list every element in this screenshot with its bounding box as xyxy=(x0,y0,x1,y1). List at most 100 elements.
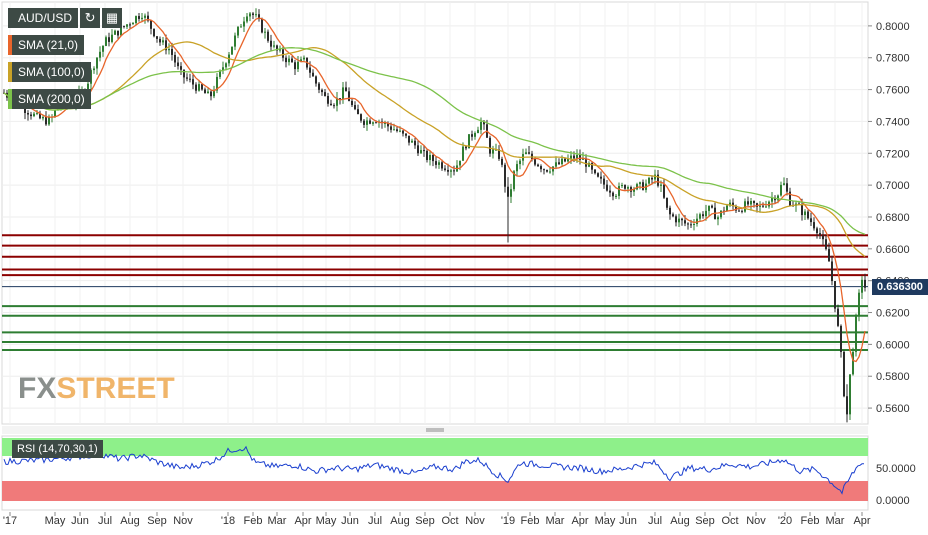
candle-body xyxy=(435,161,437,165)
candle-body xyxy=(399,130,401,132)
candle-body xyxy=(423,150,425,152)
candle-body xyxy=(702,214,704,217)
candle-body xyxy=(267,31,269,41)
candle-body xyxy=(105,37,107,46)
candle-body xyxy=(561,158,563,165)
candle-body xyxy=(828,249,830,262)
logo-fx: FX xyxy=(18,372,57,405)
candle-body xyxy=(567,158,569,162)
candle-body xyxy=(117,30,119,36)
sma100-label: SMA (100,0) xyxy=(12,62,91,82)
candle-body xyxy=(807,211,809,219)
candle-body xyxy=(339,98,341,100)
candle-body xyxy=(747,201,749,205)
y-axis: 0.8000 0.7800 0.7600 0.7400 0.7200 0.7000 0.68… xyxy=(868,21,910,415)
symbol-label[interactable]: AUD/USD xyxy=(12,8,79,28)
candle-body xyxy=(279,49,281,51)
candle-body xyxy=(186,77,188,79)
candle-body xyxy=(801,204,803,216)
candle-body xyxy=(669,207,671,215)
candle-body xyxy=(351,100,353,106)
candle-body xyxy=(249,13,251,17)
candle-body xyxy=(234,35,236,47)
y-tick-label: 0.7600 xyxy=(876,85,910,97)
x-tick-label: '19 xyxy=(501,515,515,527)
candle-body xyxy=(429,154,431,161)
candle-body xyxy=(225,63,227,68)
x-tick-label: Mar xyxy=(826,515,845,527)
candle-body xyxy=(168,48,170,51)
candle-body xyxy=(627,187,629,189)
candle-body xyxy=(369,120,371,124)
candle-body xyxy=(615,195,617,197)
indicator-legend-sma21[interactable]: SMA (21,0) xyxy=(8,35,85,55)
calendar-icon[interactable]: ▦ xyxy=(102,8,123,28)
x-tick-label: Nov xyxy=(465,515,485,527)
candle-body xyxy=(315,76,317,84)
candle-body xyxy=(651,177,653,180)
candle-body xyxy=(462,146,464,161)
rsi-tick-label: 0.0000 xyxy=(876,495,910,507)
candle-body xyxy=(309,67,311,73)
candle-body xyxy=(195,84,197,91)
candle-body xyxy=(858,292,860,316)
candle-body xyxy=(606,184,608,191)
candle-body xyxy=(42,116,44,119)
candle-body xyxy=(555,162,557,167)
candle-body xyxy=(513,171,515,190)
candle-body xyxy=(405,133,407,136)
rsi-legend[interactable]: RSI (14,70,30,1) xyxy=(12,440,103,458)
candle-body xyxy=(729,202,731,206)
candle-body xyxy=(459,160,461,166)
sma200-label: SMA (200,0) xyxy=(12,89,91,109)
candle-body xyxy=(471,134,473,137)
candle-body xyxy=(372,122,374,124)
indicator-legend-sma100[interactable]: SMA (100,0) xyxy=(8,62,91,82)
panel-divider[interactable] xyxy=(2,426,868,434)
candle-body xyxy=(132,22,134,25)
candle-body xyxy=(480,121,482,130)
candle-body xyxy=(420,150,422,154)
candle-body xyxy=(732,202,734,207)
candle-body xyxy=(762,205,764,207)
indicator-legend-sma200[interactable]: SMA (200,0) xyxy=(8,89,91,109)
x-tick-label: Aug xyxy=(390,515,410,527)
candle-body xyxy=(417,145,419,154)
candle-body xyxy=(348,91,350,101)
candle-body xyxy=(159,38,161,43)
candle-body xyxy=(255,14,257,16)
candle-body xyxy=(618,186,620,196)
candle-body xyxy=(252,13,254,16)
candle-body xyxy=(582,158,584,160)
candle-body xyxy=(297,61,299,70)
candle-body xyxy=(444,168,446,170)
candle-body xyxy=(852,351,854,375)
x-tick-label: Mar xyxy=(546,515,565,527)
candle-body xyxy=(822,235,824,240)
refresh-icon[interactable]: ↻ xyxy=(80,8,101,28)
candle-body xyxy=(684,220,686,224)
candle-body xyxy=(414,140,416,146)
sma200-swatch xyxy=(8,89,12,109)
candle-body xyxy=(273,45,275,47)
x-tick-label: '18 xyxy=(221,515,235,527)
y-tick-label: 0.6800 xyxy=(876,212,910,224)
candle-body xyxy=(387,122,389,127)
candle-body xyxy=(402,130,404,134)
candle-body xyxy=(408,135,410,143)
candle-body xyxy=(282,49,284,58)
x-tick-label: Jul xyxy=(98,515,112,527)
candle-body xyxy=(570,155,572,159)
candle-body xyxy=(396,129,398,132)
candle-body xyxy=(624,185,626,189)
sma21-swatch xyxy=(8,35,12,55)
x-tick-label: May xyxy=(595,515,616,527)
candle-body xyxy=(111,34,113,42)
candle-body xyxy=(123,25,125,27)
y-tick-label: 0.6200 xyxy=(876,308,910,320)
candle-body xyxy=(594,169,596,174)
candle-body xyxy=(576,155,578,159)
candle-body xyxy=(534,159,536,165)
candle-body xyxy=(336,98,338,106)
